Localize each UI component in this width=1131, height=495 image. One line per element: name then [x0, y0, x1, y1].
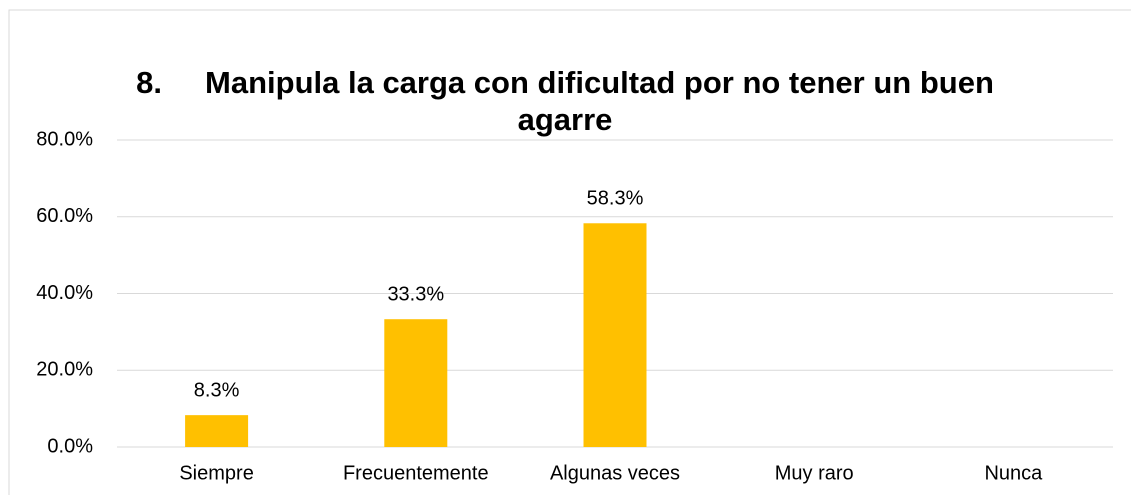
x-tick-label: Siempre: [179, 462, 253, 484]
x-tick-label: Nunca: [984, 462, 1043, 484]
x-tick-label: Frecuentemente: [343, 462, 489, 484]
y-tick-label: 0.0%: [47, 435, 93, 457]
y-tick-label: 60.0%: [36, 205, 93, 227]
y-tick-label: 40.0%: [36, 282, 93, 304]
data-label: 33.3%: [387, 283, 444, 305]
x-tick-label: Algunas veces: [550, 462, 680, 484]
data-label: 8.3%: [194, 379, 240, 401]
chart-border: [8, 9, 1131, 495]
data-label: 58.3%: [587, 188, 644, 210]
bar: [384, 319, 448, 447]
bar: [185, 415, 249, 447]
chart-title: 8. Manipula la carga con dificultad por …: [136, 65, 1003, 137]
x-tick-label: Muy raro: [775, 462, 854, 484]
y-tick-label: 80.0%: [36, 128, 93, 150]
y-tick-label: 20.0%: [36, 359, 93, 381]
bar: [583, 223, 647, 447]
